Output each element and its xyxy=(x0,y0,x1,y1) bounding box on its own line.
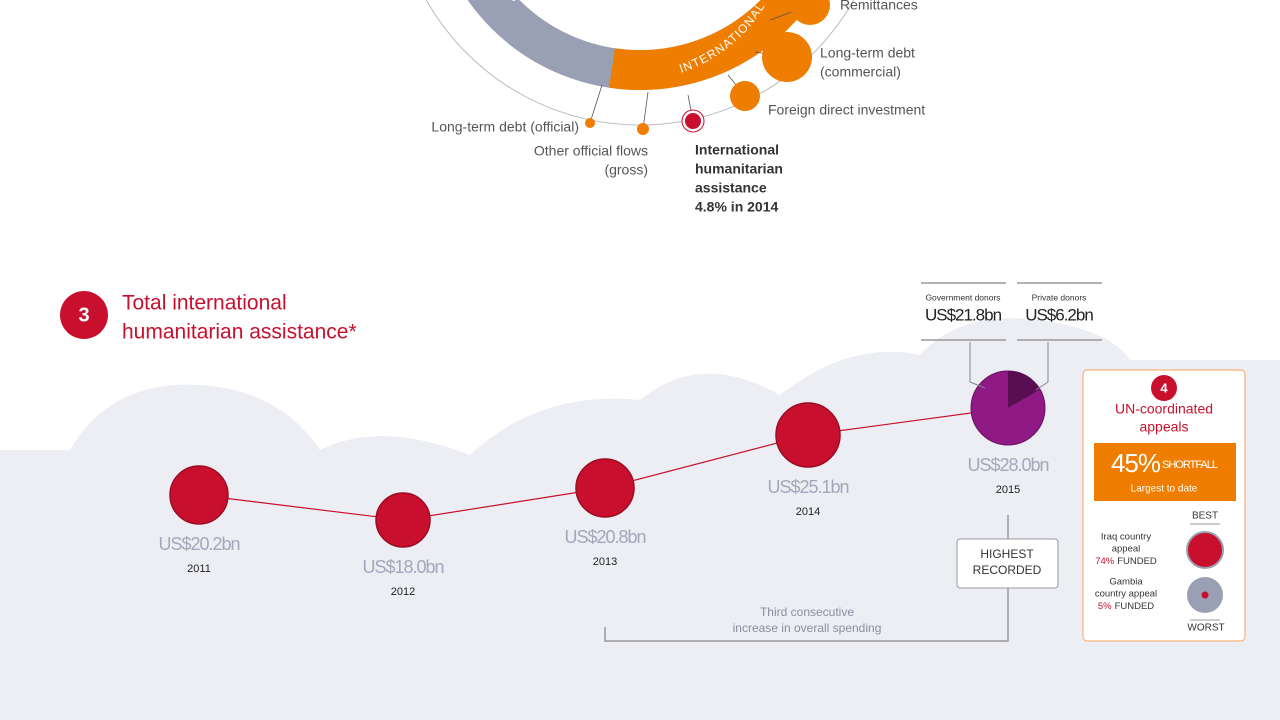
pie-slice xyxy=(1008,370,1041,408)
shortfall-figure: 45% SHORTFALL xyxy=(1111,448,1218,478)
flow-label: assistance xyxy=(695,180,767,196)
section-badge xyxy=(1151,375,1177,401)
flow-label: (gross) xyxy=(604,162,648,178)
donor-connector xyxy=(1035,342,1049,391)
scale-label: BEST xyxy=(1192,511,1218,522)
note-label: Third consecutive xyxy=(760,605,854,619)
appeal-label: country appeal xyxy=(1095,589,1157,600)
amount-label: US$25.1bn xyxy=(767,477,848,497)
appeal-funded-label: FUNDED xyxy=(1117,556,1157,567)
section-title: appeals xyxy=(1139,419,1188,435)
year-label: 2013 xyxy=(593,556,617,568)
appeal-percent: 74% xyxy=(1095,556,1115,567)
section-title: Total international xyxy=(122,292,287,315)
year-label: 2012 xyxy=(391,586,415,598)
ring-orange xyxy=(609,0,813,90)
section-number: 3 xyxy=(78,304,89,326)
appeal-funded-label: FUNDED xyxy=(1115,601,1155,612)
section-title: UN-coordinated xyxy=(1115,401,1213,417)
section-number: 4 xyxy=(1160,380,1168,395)
flow-label: 4.8% in 2014 xyxy=(695,199,778,215)
flow-label: International xyxy=(695,142,779,158)
amount-label: US$28.0bn xyxy=(967,455,1048,475)
year-circle xyxy=(375,492,431,548)
appeal-label: Gambia xyxy=(1109,577,1143,588)
bubble xyxy=(730,81,760,111)
ring-center xyxy=(519,0,761,50)
amount-label: US$20.2bn xyxy=(158,534,239,554)
bubble xyxy=(685,113,701,129)
appeal-label: appeal xyxy=(1112,544,1141,555)
note-label: increase in overall spending xyxy=(733,621,882,635)
donor-amount: US$21.8bn xyxy=(925,305,1002,324)
year-circle xyxy=(575,458,635,518)
scale-label: WORST xyxy=(1187,623,1224,634)
appeal-label: Iraq country xyxy=(1101,532,1151,543)
donor-label: Private donors xyxy=(1032,292,1087,302)
shortfall-label: SHORTFALL xyxy=(1162,459,1218,471)
shortfall-note: Largest to date xyxy=(1131,484,1198,495)
donor-connector xyxy=(969,342,986,389)
leader-line xyxy=(642,91,649,130)
year-circle xyxy=(169,465,229,525)
amount-label: US$18.0bn xyxy=(362,557,443,577)
section-badge xyxy=(60,291,108,339)
flow-label: Long-term debt xyxy=(820,45,915,61)
year-label: 2011 xyxy=(187,563,211,575)
leader-line xyxy=(589,84,603,124)
shortfall-percent: 45% xyxy=(1111,448,1161,478)
year-label: 2014 xyxy=(796,506,820,518)
bracket xyxy=(604,588,1009,642)
section-title: humanitarian assistance* xyxy=(122,321,357,344)
appeal-circle xyxy=(1186,531,1224,569)
bubble xyxy=(637,123,649,135)
appeal-funded: 5% FUNDED xyxy=(1098,601,1154,612)
donor-amount: US$6.2bn xyxy=(1025,305,1093,324)
amount-label: US$20.8bn xyxy=(564,527,645,547)
flow-label: humanitarian xyxy=(695,161,783,177)
flow-label: Other official flows xyxy=(534,143,648,159)
bubble xyxy=(762,32,812,82)
record-label: HIGHEST xyxy=(980,547,1034,561)
appeal-funded: 74% FUNDED xyxy=(1095,556,1157,567)
bubble xyxy=(790,0,830,25)
flow-label: (commercial) xyxy=(820,64,901,80)
cloud-background xyxy=(0,318,1280,720)
flow-label: Long-term debt (official) xyxy=(431,119,579,135)
flow-label: Foreign direct investment xyxy=(768,102,925,118)
donor-label: Government donors xyxy=(925,292,1000,302)
year-circle xyxy=(775,402,841,468)
shortfall-box xyxy=(1094,443,1236,501)
record-label: RECORDED xyxy=(973,563,1042,577)
appeal-dot xyxy=(1201,591,1209,599)
year-label: 2015 xyxy=(996,484,1020,496)
appeal-percent: 5% xyxy=(1098,601,1112,612)
bubble xyxy=(585,118,595,128)
flow-label: Remittances xyxy=(840,0,918,13)
appeals-panel xyxy=(1082,369,1246,642)
